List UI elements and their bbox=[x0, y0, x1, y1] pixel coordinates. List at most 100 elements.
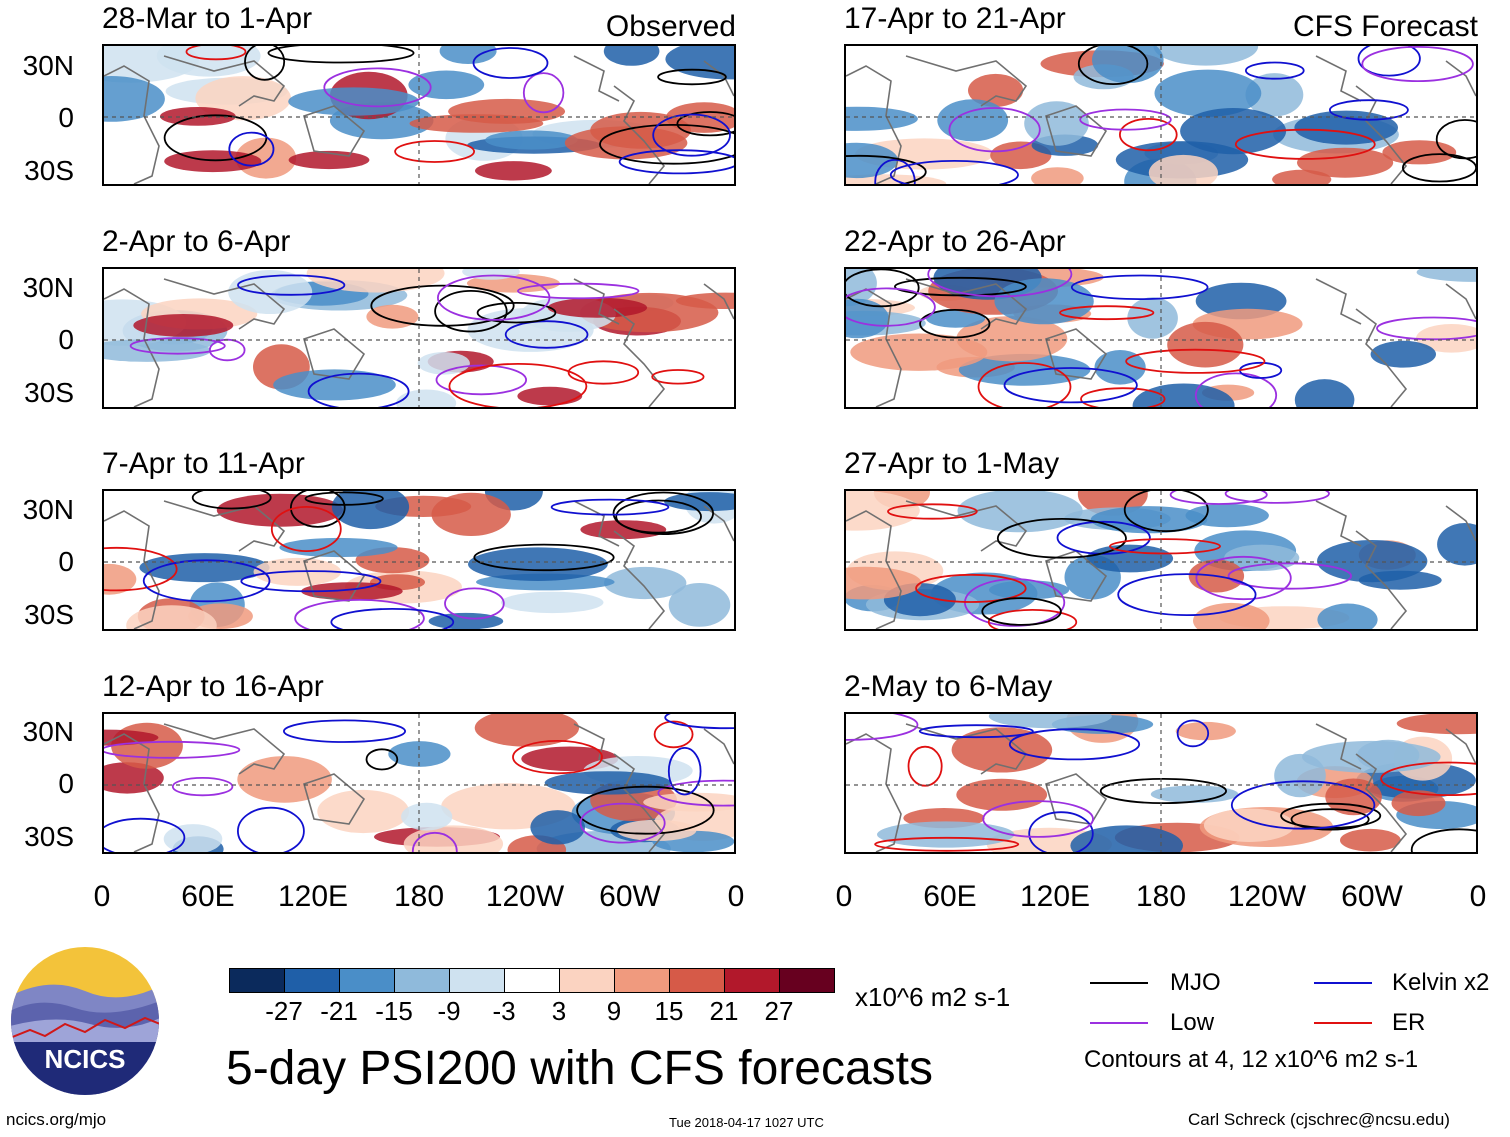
panel-title-fcst-3: 27-Apr to 1-May bbox=[844, 447, 1060, 480]
lat-label: 30S bbox=[24, 599, 74, 630]
panel-title-obs-4: 12-Apr to 16-Apr bbox=[102, 670, 324, 703]
panel-title-obs-1: 28-Mar to 1-Apr bbox=[102, 2, 313, 35]
colorbar-tick: 3 bbox=[551, 996, 567, 1026]
panel-title-obs-2: 2-Apr to 6-Apr bbox=[102, 225, 291, 258]
forecast-label: CFS Forecast bbox=[1292, 10, 1478, 43]
colorbar-swatch bbox=[669, 968, 725, 993]
ncics-logo: NCICS bbox=[10, 946, 160, 1096]
colorbar-units: x10^6 m2 s-1 bbox=[855, 982, 1011, 1012]
map-panel bbox=[844, 267, 1478, 409]
lat-label: 0 bbox=[58, 768, 74, 799]
coastlines bbox=[104, 55, 734, 184]
footer-timestamp: Tue 2018-04-17 1027 UTC bbox=[669, 1115, 824, 1130]
map-panel bbox=[102, 267, 736, 409]
map-panel bbox=[844, 489, 1478, 631]
lat-label: 30N bbox=[22, 494, 74, 525]
colorbar-swatch bbox=[394, 968, 450, 993]
lon-label: 120E bbox=[1019, 880, 1091, 913]
lat-label: 30S bbox=[24, 821, 74, 852]
anomaly-shading bbox=[846, 46, 1457, 184]
legend-label-low: Low bbox=[1170, 1009, 1215, 1036]
lat-label: 30S bbox=[24, 377, 74, 408]
colorbar-swatch bbox=[339, 968, 395, 993]
logo-icon: NCICS bbox=[11, 947, 159, 1095]
anomaly-shading bbox=[104, 46, 734, 181]
map-svg bbox=[846, 46, 1476, 184]
lat-label: 0 bbox=[58, 546, 74, 577]
colorbar-swatch bbox=[559, 968, 615, 993]
legend-line-low bbox=[1090, 1022, 1148, 1024]
lat-label: 30N bbox=[22, 272, 74, 303]
panel-title-fcst-4: 2-May to 6-May bbox=[844, 670, 1053, 703]
map-svg bbox=[846, 491, 1476, 629]
lon-label: 60W bbox=[599, 880, 661, 913]
lon-label: 0 bbox=[835, 880, 853, 913]
coastlines bbox=[104, 500, 734, 629]
lon-label: 60E bbox=[181, 880, 235, 913]
lat-label: 0 bbox=[58, 324, 74, 355]
map-panel bbox=[102, 44, 736, 186]
lon-label: 0 bbox=[727, 880, 745, 913]
coastlines bbox=[104, 723, 734, 852]
footer-author: Carl Schreck (cjschrec@ncsu.edu) bbox=[1188, 1110, 1450, 1129]
map-svg bbox=[104, 46, 734, 184]
panel-title-fcst-1: 17-Apr to 21-Apr bbox=[844, 2, 1066, 35]
lon-label: 180 bbox=[1135, 880, 1187, 913]
index-contours bbox=[846, 269, 1476, 407]
colorbar-tick: -27 bbox=[265, 996, 303, 1026]
lat-label: 30N bbox=[22, 50, 74, 81]
lat-label: 0 bbox=[58, 102, 74, 133]
map-panel bbox=[102, 712, 736, 854]
coastlines bbox=[104, 278, 734, 407]
legend-label-kelvin: Kelvin x2 bbox=[1392, 969, 1490, 996]
colorbar-tick: -15 bbox=[375, 996, 413, 1026]
legend-label-mjo: MJO bbox=[1170, 969, 1221, 996]
index-contours bbox=[104, 491, 714, 629]
index-contours bbox=[104, 714, 734, 852]
legend-line-kelvin bbox=[1314, 982, 1372, 984]
lon-label: 120E bbox=[277, 880, 349, 913]
colorbar-tick: 27 bbox=[764, 996, 794, 1026]
lon-label: 60E bbox=[923, 880, 977, 913]
legend-label-er: ER bbox=[1392, 1009, 1426, 1036]
anomaly-shading bbox=[104, 714, 734, 852]
map-panel bbox=[844, 44, 1478, 186]
colorbar-swatch bbox=[449, 968, 505, 993]
legend-line-er bbox=[1314, 1022, 1372, 1024]
colorbar-tick: 21 bbox=[709, 996, 739, 1026]
lon-label: 120W bbox=[1227, 880, 1307, 913]
panel-title-fcst-2: 22-Apr to 26-Apr bbox=[844, 225, 1066, 258]
contour-note: Contours at 4, 12 x10^6 m2 s-1 bbox=[1084, 1046, 1419, 1073]
lon-label: 60W bbox=[1341, 880, 1403, 913]
lat-label: 30N bbox=[22, 716, 74, 747]
anomaly-shading bbox=[104, 491, 734, 629]
colorbar-swatch bbox=[229, 968, 285, 993]
lon-label: 0 bbox=[1469, 880, 1487, 913]
anomaly-shading bbox=[877, 714, 1476, 852]
colorbar-swatch bbox=[779, 968, 835, 993]
colorbar-swatch bbox=[504, 968, 560, 993]
coastlines bbox=[846, 500, 1476, 629]
map-panel bbox=[102, 489, 736, 631]
map-svg bbox=[104, 714, 734, 852]
coastlines bbox=[846, 278, 1476, 407]
map-svg bbox=[846, 714, 1476, 852]
map-svg bbox=[104, 491, 734, 629]
observed-label: Observed bbox=[605, 10, 736, 43]
colorbar-swatch bbox=[284, 968, 340, 993]
colorbar bbox=[229, 968, 835, 993]
colorbar-swatch bbox=[724, 968, 780, 993]
colorbar-tick: -3 bbox=[492, 996, 516, 1026]
chart-title: 5-day PSI200 with CFS forecasts bbox=[226, 1042, 933, 1095]
logo-text: NCICS bbox=[45, 1044, 126, 1074]
footer-url[interactable]: ncics.org/mjo bbox=[6, 1110, 107, 1129]
colorbar-tick: -21 bbox=[320, 996, 358, 1026]
lon-label: 180 bbox=[393, 880, 445, 913]
lon-label: 120W bbox=[485, 880, 565, 913]
lat-label: 30S bbox=[24, 155, 74, 186]
index-contours bbox=[846, 714, 1476, 852]
index-contours bbox=[163, 46, 734, 175]
panel-title-obs-3: 7-Apr to 11-Apr bbox=[102, 447, 305, 480]
map-panel bbox=[844, 712, 1478, 854]
index-contours bbox=[129, 274, 705, 407]
